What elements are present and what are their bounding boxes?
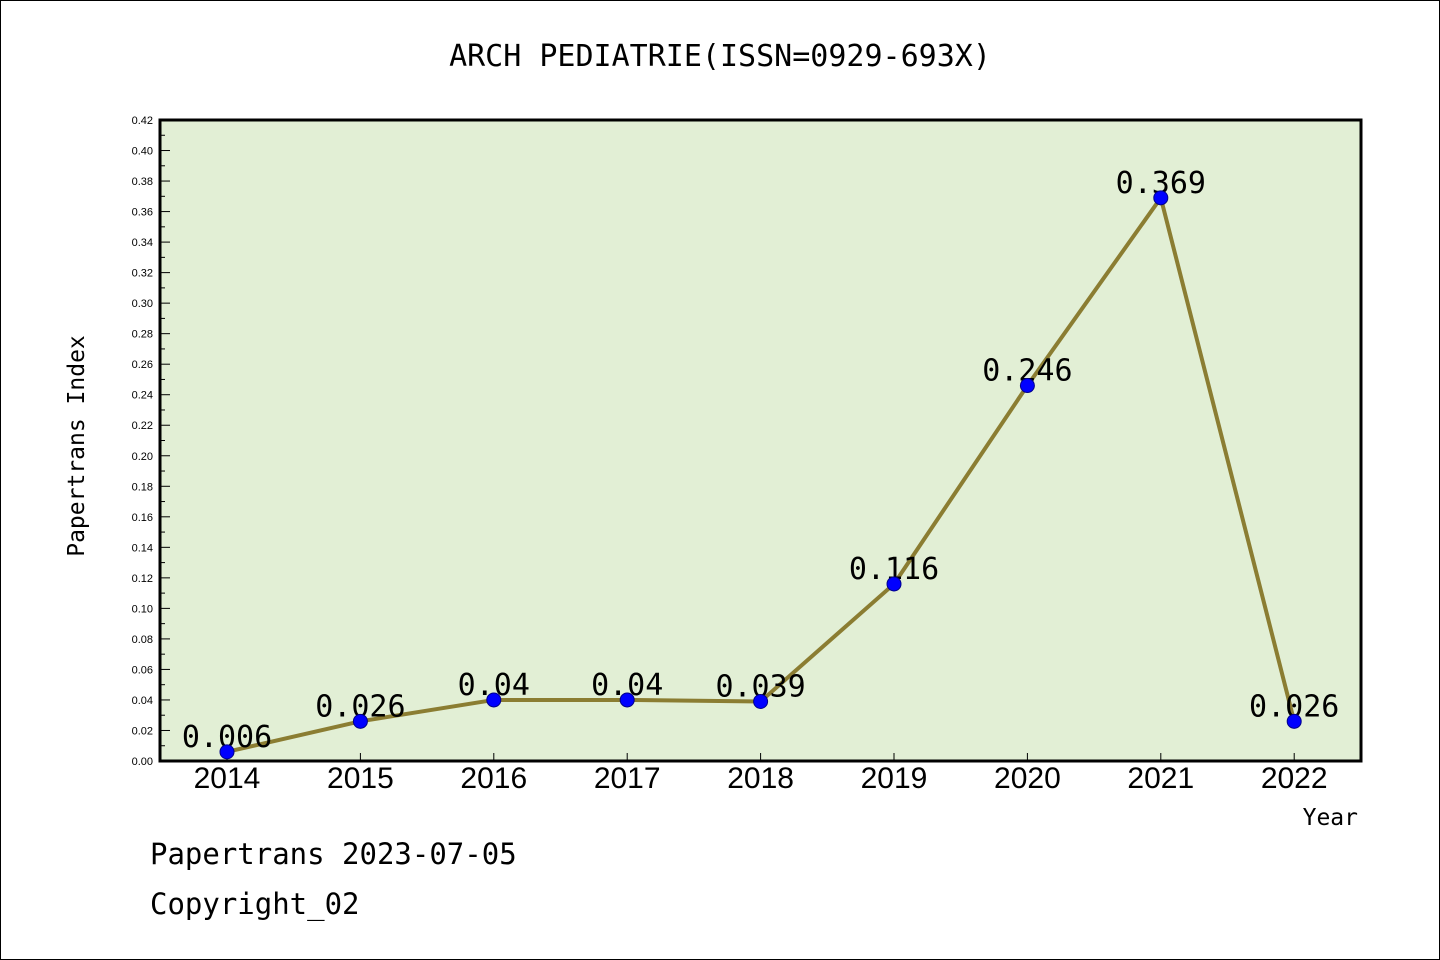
x-tick-label: 2016 (460, 762, 527, 795)
x-tick-label: 2019 (861, 762, 928, 795)
x-tick-label: 2015 (327, 762, 394, 795)
x-axis-label: Year (1303, 805, 1358, 831)
y-tick-label: 0.00 (132, 756, 153, 768)
data-point (619, 692, 635, 708)
plot-area (158, 118, 1363, 763)
y-tick-label: 0.04 (132, 695, 153, 707)
y-tick-label: 0.20 (132, 451, 153, 463)
x-tick-label: 2014 (194, 762, 261, 795)
y-tick-label: 0.18 (132, 481, 153, 493)
data-point (1019, 378, 1035, 394)
y-tick-label: 0.30 (132, 298, 153, 310)
x-tick-label: 2018 (727, 762, 794, 795)
y-tick-label: 0.26 (132, 359, 153, 371)
footer-date: Papertrans 2023-07-05 (150, 837, 517, 871)
x-tick-label: 2022 (1261, 762, 1328, 795)
y-tick-label: 0.06 (132, 664, 153, 676)
footer-copyright: Copyright_02 (150, 887, 360, 922)
y-tick-label: 0.32 (132, 268, 153, 280)
y-tick-label: 0.16 (132, 512, 153, 524)
y-axis-label: Papertrans Index (64, 335, 90, 557)
x-tick-label: 2020 (994, 762, 1061, 795)
data-point (753, 693, 769, 709)
y-tick-label: 0.28 (132, 329, 153, 341)
y-tick-label: 0.40 (132, 146, 153, 158)
x-tick-label: 2021 (1127, 762, 1194, 795)
y-axis-ticks: 0.00 0.02 0.04 0.06 0.08 0.10 0.12 0.14 0.16 0.18… (132, 115, 170, 768)
y-tick-label: 0.24 (132, 390, 153, 402)
x-axis-ticks: 2014 2015 2016 2017 2018 2019 2020 2021 2022 (194, 753, 1328, 795)
data-point (886, 576, 902, 592)
y-tick-label: 0.36 (132, 207, 153, 219)
y-tick-label: 0.12 (132, 573, 153, 585)
data-point (1153, 190, 1169, 206)
y-tick-label: 0.08 (132, 634, 153, 646)
chart-title: ARCH PEDIATRIE(ISSN=0929-693X) (449, 39, 991, 74)
y-tick-label: 0.34 (132, 237, 153, 249)
data-point (352, 713, 368, 729)
y-tick-label: 0.02 (132, 725, 153, 737)
y-tick-label: 0.22 (132, 420, 153, 432)
y-tick-label: 0.38 (132, 176, 153, 188)
y-tick-label: 0.14 (132, 542, 153, 554)
data-point (486, 692, 502, 708)
y-tick-label: 0.10 (132, 603, 153, 615)
x-tick-label: 2017 (594, 762, 661, 795)
y-tick-label: 0.42 (132, 115, 153, 127)
data-point (1286, 713, 1302, 729)
data-point (219, 744, 235, 760)
